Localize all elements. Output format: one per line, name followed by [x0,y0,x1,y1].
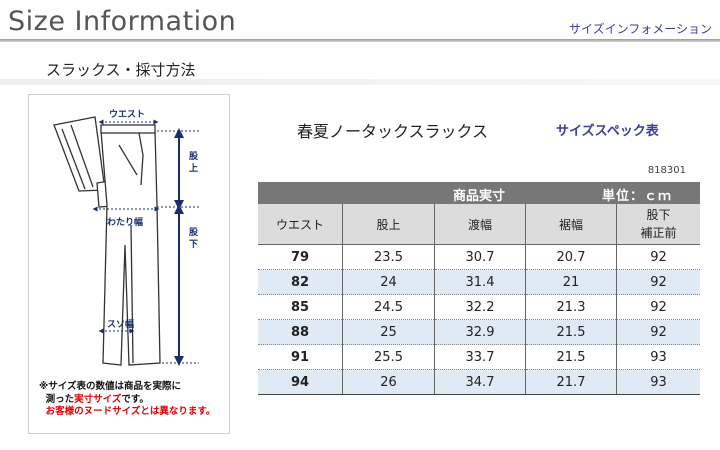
cell-rise: 24.5 [342,294,435,320]
cell-hem: 21.5 [525,344,617,370]
note-line-3: お客様のヌードサイズとは異なります。 [39,406,216,419]
thigh-label: わたり幅 [107,218,144,228]
rise-label-bottom: 上 [189,164,199,174]
table-row: 85 24.5 32.2 21.3 92 [258,294,700,320]
table-row: 82 24 31.4 21 92 [258,269,700,295]
cell-inseam: 93 [616,369,700,395]
size-note: ※サイズ表の数値は商品を実際に 測った実寸サイズです。 お客様のヌードサイズとは… [39,381,215,419]
rise-label: 股 上 [189,151,198,175]
cell-thigh: 32.9 [434,319,526,345]
inseam-label-top: 股 [189,228,199,238]
col-header-hem: 裾幅 [525,204,617,245]
size-spec-table: 商品実寸 単位：ｃｍ ウエスト 股上 渡幅 裾幅 股下 補正前 79 23.5 … [258,182,700,395]
col-header-rise: 股上 [342,204,435,245]
size-spec-label: サイズスペック表 [556,124,659,139]
waist-label: ウエスト [109,110,146,120]
cell-waist: 85 [258,294,343,320]
cell-inseam: 93 [616,344,700,370]
band-label: 商品実寸 [452,189,505,204]
table-row: 94 26 34.7 21.7 93 [258,369,700,395]
table-row: 88 25 32.9 21.5 92 [258,319,700,345]
cell-thigh: 32.2 [434,294,526,320]
hem-label: スソ幅 [107,320,135,330]
cell-hem: 21.3 [525,294,617,320]
col-header-inseam-bottom: 補正前 [640,226,677,240]
inseam-label: 股 下 [189,227,198,251]
cell-waist: 82 [258,269,343,295]
table-band-row: 商品実寸 単位：ｃｍ [258,182,700,204]
cell-rise: 24 [342,269,435,295]
cell-thigh: 33.7 [434,344,526,370]
cell-rise: 23.5 [342,244,435,270]
table-band: 商品実寸 単位：ｃｍ [258,182,700,204]
col-header-inseam: 股下 補正前 [616,204,700,245]
product-title: 春夏ノータックスラックス [297,122,489,141]
note-text-desu: です。 [121,393,149,405]
cell-hem: 21.5 [525,319,617,345]
cell-thigh: 34.7 [434,369,526,395]
cell-waist: 94 [258,369,343,395]
cell-hem: 21 [525,269,617,295]
cell-rise: 26 [342,369,435,395]
section-title: スラックス・採寸方法 [46,61,196,79]
pant-body [100,124,161,366]
header-divider [0,39,720,42]
cell-inseam: 92 [616,244,700,270]
cell-waist: 88 [258,319,343,345]
product-code: 818301 [647,165,686,176]
cell-hem: 20.7 [525,244,617,270]
note-text-actual-size: 実寸サイズ [74,393,122,405]
col-header-thigh: 渡幅 [434,204,526,245]
note-line-2: 測った実寸サイズです。 [39,394,215,407]
inseam-label-bottom: 下 [189,240,199,250]
cell-rise: 25 [342,319,435,345]
cell-thigh: 30.7 [434,244,526,270]
section-divider [0,79,720,85]
col-header-waist: ウエスト [258,204,343,245]
cell-inseam: 92 [616,319,700,345]
page-title: Size Information [8,6,237,37]
table-header-row: ウエスト 股上 渡幅 裾幅 股下 補正前 [258,204,700,245]
table-row: 91 25.5 33.7 21.5 93 [258,344,700,370]
table-row: 79 23.5 30.7 20.7 92 [258,244,700,270]
cell-inseam: 92 [616,294,700,320]
col-header-inseam-top: 股下 [646,208,671,222]
page-subtitle: サイズインフォメーション [568,22,712,36]
rise-label-top: 股 [189,152,199,162]
cell-thigh: 31.4 [434,269,526,295]
unit-label: 単位：ｃｍ [602,189,673,204]
cell-inseam: 92 [616,269,700,295]
cell-waist: 91 [258,344,343,370]
cell-rise: 25.5 [342,344,435,370]
slacks-illustration [53,116,199,366]
cell-hem: 21.7 [525,369,617,395]
note-text-measured: 測った [45,393,75,405]
cell-waist: 79 [258,244,343,270]
measurement-diagram: ウエスト 股 上 わたり幅 股 下 スソ幅 ※サイズ表の数値は商品を実際に 測っ… [28,94,230,434]
note-line-1: ※サイズ表の数値は商品を実際に [39,381,181,392]
note-text-nude-size: お客様のヌードサイズとは異なります。 [45,406,216,417]
